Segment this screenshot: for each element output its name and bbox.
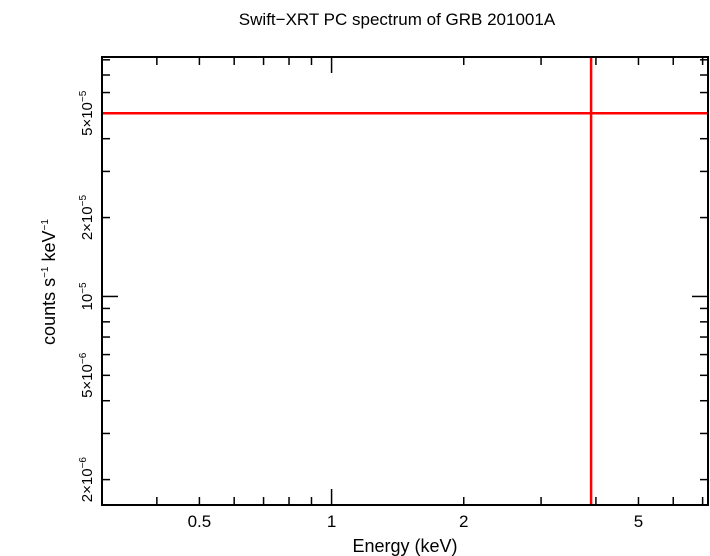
x-tick-label-1: 1 — [327, 512, 336, 531]
y-axis-label-exp1: −1 — [40, 266, 51, 278]
x-tick-label-0: 0.5 — [188, 512, 212, 531]
chart-title: Swift−XRT PC spectrum of GRB 201001A — [239, 10, 556, 29]
y-tick-label-1: 5×10−6 — [78, 352, 96, 398]
y-tick-label-1-mantissa: 5×10 — [79, 364, 96, 398]
y-tick-label-3: 2×10−5 — [78, 195, 96, 241]
x-tick-label-3: 5 — [634, 512, 643, 531]
y-tick-label-4-mantissa: 5×10 — [79, 102, 96, 136]
x-tick-labels: 0.5 1 2 5 — [188, 512, 644, 531]
y-axis-label-base: counts s — [39, 278, 59, 345]
y-tick-label-1-exponent: −6 — [78, 352, 89, 364]
y-tick-label-0: 2×10−6 — [78, 457, 96, 503]
axis-ticks — [101, 57, 708, 505]
y-axis-label: counts s−1 keV−1 — [39, 219, 59, 345]
y-tick-label-0-mantissa: 2×10 — [79, 468, 96, 502]
x-axis-label: Energy (keV) — [352, 536, 457, 556]
y-tick-label-4: 5×10−5 — [78, 90, 96, 136]
y-axis-label-exp2: −1 — [40, 219, 51, 231]
data-series — [102, 57, 708, 505]
y-axis-label-mid: keV — [39, 230, 59, 266]
y-tick-label-4-exponent: −5 — [78, 90, 89, 102]
y-tick-label-2: 10−5 — [78, 282, 96, 311]
y-tick-labels: 2×10−65×10−610−52×10−55×10−5 — [78, 90, 96, 502]
y-tick-label-2-mantissa: 10 — [79, 294, 96, 311]
y-tick-label-0-exponent: −6 — [78, 457, 89, 469]
x-tick-label-2: 2 — [459, 512, 468, 531]
y-tick-label-3-mantissa: 2×10 — [79, 206, 96, 240]
plot-frame — [101, 56, 709, 506]
y-tick-label-3-exponent: −5 — [78, 195, 89, 207]
y-tick-label-2-exponent: −5 — [78, 282, 89, 294]
